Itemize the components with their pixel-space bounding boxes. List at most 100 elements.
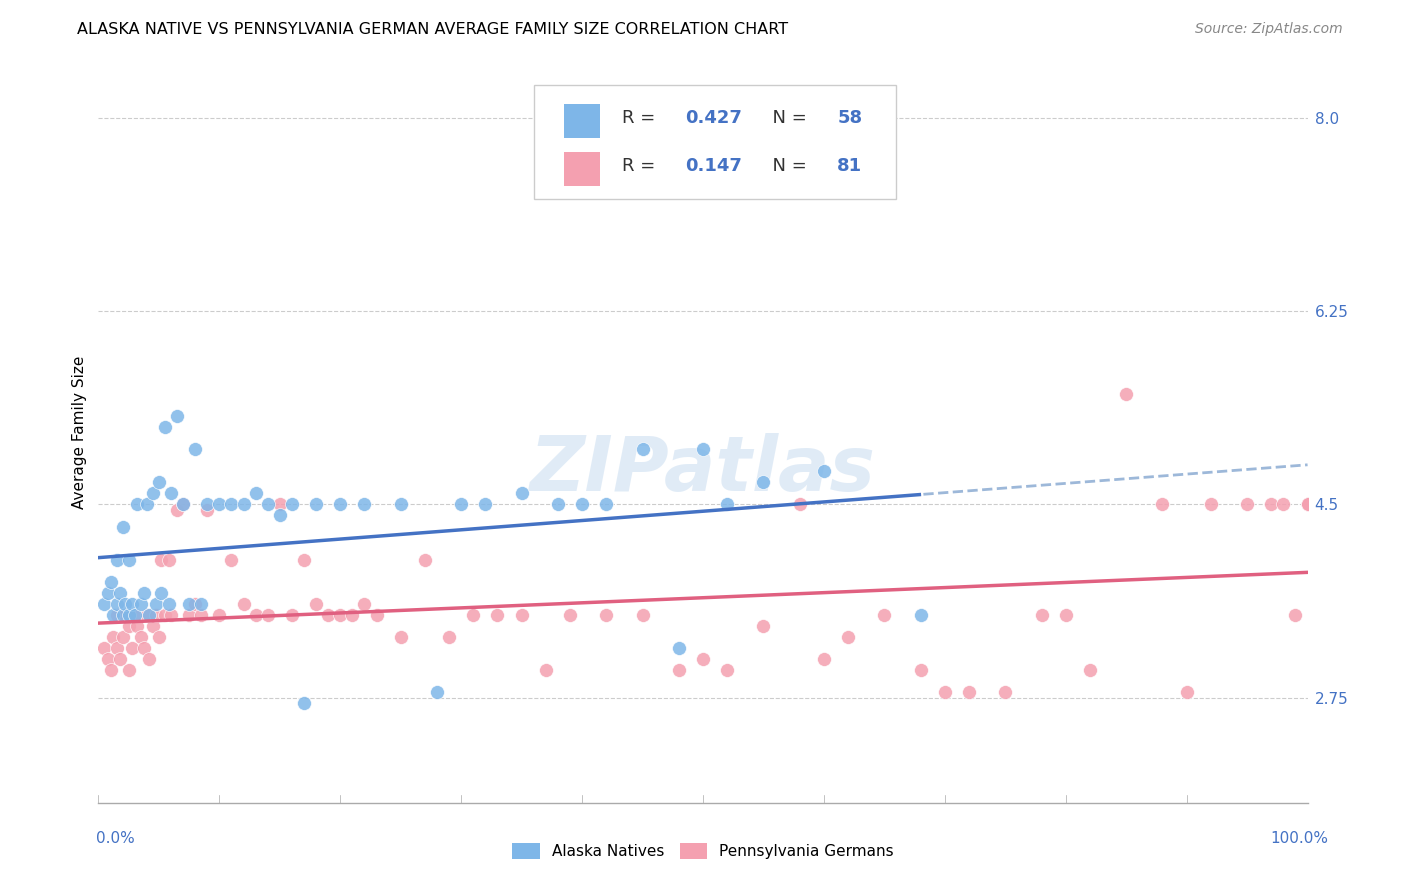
- Point: [245, 607, 267, 622]
- Point: [97, 586, 120, 600]
- Point: [184, 442, 207, 457]
- Point: [813, 464, 835, 478]
- Point: [1272, 498, 1295, 512]
- Point: [910, 663, 932, 677]
- Point: [813, 652, 835, 666]
- Point: [1296, 498, 1319, 512]
- Point: [269, 498, 291, 512]
- Point: [595, 498, 617, 512]
- Point: [101, 607, 124, 622]
- Point: [195, 503, 218, 517]
- Point: [157, 552, 180, 566]
- Point: [1152, 498, 1174, 512]
- Point: [692, 442, 714, 457]
- Point: [101, 630, 124, 644]
- Text: 100.0%: 100.0%: [1271, 831, 1329, 847]
- Point: [190, 597, 212, 611]
- FancyBboxPatch shape: [564, 152, 600, 186]
- Point: [129, 597, 152, 611]
- Point: [208, 498, 231, 512]
- Point: [256, 498, 278, 512]
- Point: [114, 607, 136, 622]
- Point: [105, 607, 128, 622]
- Point: [934, 685, 956, 699]
- Point: [1031, 607, 1053, 622]
- Point: [108, 652, 131, 666]
- Point: [256, 607, 278, 622]
- Point: [716, 498, 738, 512]
- Point: [135, 607, 157, 622]
- Point: [148, 630, 170, 644]
- Point: [190, 607, 212, 622]
- Point: [93, 597, 115, 611]
- Legend: Alaska Natives, Pennsylvania Germans: Alaska Natives, Pennsylvania Germans: [506, 838, 900, 865]
- Point: [994, 685, 1017, 699]
- Y-axis label: Average Family Size: Average Family Size: [72, 356, 87, 509]
- Point: [752, 619, 775, 633]
- Point: [558, 607, 581, 622]
- Point: [510, 607, 533, 622]
- Point: [426, 685, 449, 699]
- Point: [389, 630, 412, 644]
- Point: [631, 442, 654, 457]
- Point: [245, 486, 267, 500]
- Text: 81: 81: [837, 157, 862, 175]
- Text: N =: N =: [761, 157, 813, 175]
- Point: [118, 552, 141, 566]
- Point: [138, 652, 160, 666]
- Point: [142, 619, 165, 633]
- Text: ZIPatlas: ZIPatlas: [530, 433, 876, 507]
- Point: [97, 652, 120, 666]
- Point: [353, 597, 375, 611]
- Point: [534, 663, 557, 677]
- Point: [450, 498, 472, 512]
- Point: [668, 663, 690, 677]
- Point: [157, 597, 180, 611]
- Point: [668, 641, 690, 656]
- Point: [121, 597, 143, 611]
- Point: [547, 498, 569, 512]
- Text: N =: N =: [761, 109, 813, 127]
- Point: [571, 498, 593, 512]
- Point: [179, 607, 201, 622]
- Point: [292, 697, 315, 711]
- Point: [692, 652, 714, 666]
- Point: [1260, 498, 1282, 512]
- Point: [510, 486, 533, 500]
- Point: [111, 630, 134, 644]
- Point: [329, 498, 352, 512]
- Point: [121, 641, 143, 656]
- Point: [105, 641, 128, 656]
- Point: [111, 519, 134, 533]
- Point: [292, 552, 315, 566]
- FancyBboxPatch shape: [564, 103, 600, 138]
- Point: [166, 409, 188, 423]
- Point: [716, 663, 738, 677]
- Point: [1175, 685, 1198, 699]
- Point: [910, 607, 932, 622]
- Point: [957, 685, 980, 699]
- Point: [145, 597, 167, 611]
- Point: [342, 607, 364, 622]
- Point: [837, 630, 859, 644]
- Point: [150, 552, 173, 566]
- Point: [1296, 498, 1319, 512]
- Point: [184, 597, 207, 611]
- Point: [232, 597, 254, 611]
- Point: [208, 607, 231, 622]
- Point: [145, 607, 167, 622]
- Text: 58: 58: [837, 109, 862, 127]
- Point: [463, 607, 485, 622]
- Point: [1115, 387, 1137, 401]
- Point: [172, 498, 194, 512]
- Point: [329, 607, 352, 622]
- Point: [281, 498, 304, 512]
- Point: [111, 607, 134, 622]
- Text: R =: R =: [621, 109, 661, 127]
- Point: [305, 597, 328, 611]
- Point: [1284, 607, 1306, 622]
- Point: [437, 630, 460, 644]
- Point: [114, 597, 136, 611]
- Point: [142, 486, 165, 500]
- Point: [595, 607, 617, 622]
